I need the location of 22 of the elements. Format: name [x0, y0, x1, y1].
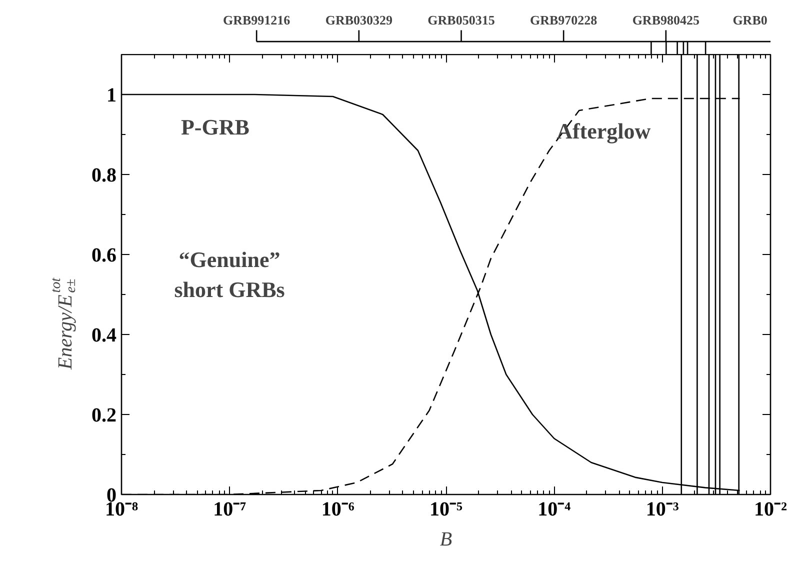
y-tick-label: 0.4	[92, 324, 116, 346]
text: GRB0	[732, 12, 768, 28]
text: GRB980425	[632, 12, 700, 28]
text: GRB050315	[428, 12, 496, 28]
y-tick-label: 0.2	[92, 404, 116, 426]
x-tick-label: 10⁻⁷	[213, 498, 246, 520]
x-tick-label: 10⁻²	[754, 498, 787, 520]
annotation: “Genuine” short GRBs	[174, 247, 286, 302]
x-tick-label: 10⁻⁴	[538, 498, 571, 520]
y-tick-label: 0.8	[92, 164, 116, 186]
text: GRB030329	[325, 12, 393, 28]
series-label: Afterglow	[556, 118, 651, 144]
text: GRB970228	[530, 12, 598, 28]
x-tick-label: 10⁻⁵	[430, 498, 462, 520]
y-axis-title: Energy/Ee±tot	[49, 276, 79, 370]
y-tick-label: 1	[106, 84, 116, 106]
y-tick-label: 0.6	[92, 244, 116, 266]
x-tick-label: 10⁻³	[646, 498, 679, 520]
series-label: P-GRB	[180, 114, 250, 140]
x-axis-title: B	[440, 528, 452, 550]
text: GRB991216	[222, 12, 291, 28]
x-tick-label: 10⁻⁶	[321, 498, 354, 520]
